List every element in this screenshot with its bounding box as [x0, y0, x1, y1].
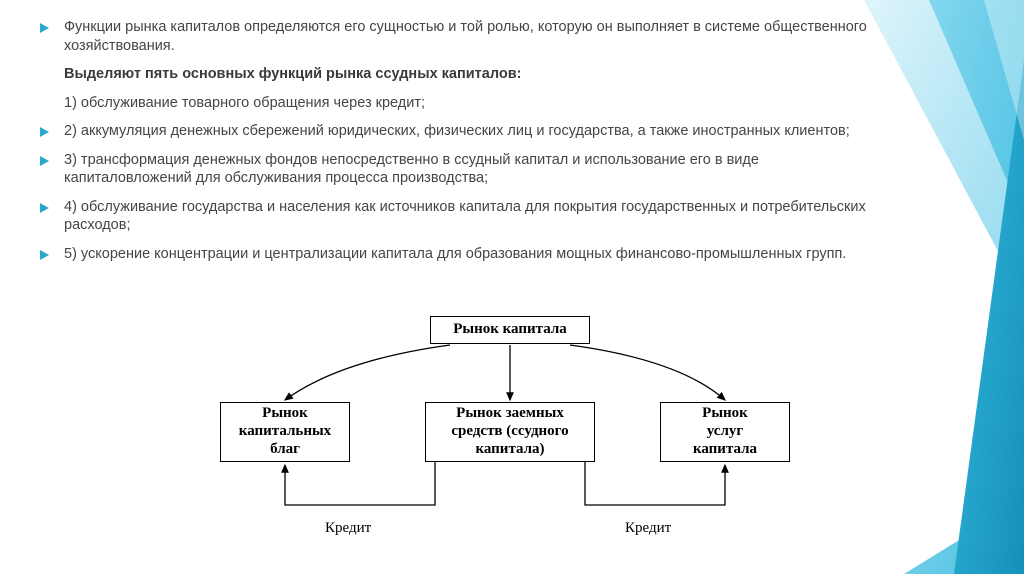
bullet-item: 3) трансформация денежных фондов непосре…: [40, 151, 880, 188]
triangle-bullet-icon: [40, 126, 58, 138]
triangle-bullet-icon: [40, 249, 58, 261]
bullet-text: 4) обслуживание государства и населения …: [64, 198, 880, 235]
bullet-text: 3) трансформация денежных фондов непосре…: [64, 151, 880, 188]
bullet-item: 4) обслуживание государства и населения …: [40, 198, 880, 235]
bullet-text: Выделяют пять основных функций рынка ссу…: [40, 65, 521, 84]
triangle-bullet-icon: [40, 155, 58, 167]
bullet-text: Функции рынка капиталов определяются его…: [64, 18, 880, 55]
diagram-node-top: Рынок капитала: [430, 316, 590, 344]
bullet-item: Выделяют пять основных функций рынка ссу…: [40, 65, 880, 84]
bullet-text: 1) обслуживание товарного обращения чере…: [40, 94, 425, 113]
bullet-item: Функции рынка капиталов определяются его…: [40, 18, 880, 55]
diagram-label-credit-left: Кредит: [325, 520, 371, 537]
diagram-node-right: Рынок услуг капитала: [660, 402, 790, 462]
triangle-bullet-icon: [40, 202, 58, 214]
capital-market-diagram: Рынок капитала Рынок капитальных благ Ры…: [200, 310, 820, 560]
bullet-item: 1) обслуживание товарного обращения чере…: [40, 94, 880, 113]
diagram-node-mid: Рынок заемных средств (ссудного капитала…: [425, 402, 595, 462]
diagram-node-left: Рынок капитальных благ: [220, 402, 350, 462]
diagram-label-credit-right: Кредит: [625, 520, 671, 537]
bullet-text: 5) ускорение концентрации и централизаци…: [64, 245, 846, 264]
bullet-text: 2) аккумуляция денежных сбережений юриди…: [64, 122, 850, 141]
bullet-item: 2) аккумуляция денежных сбережений юриди…: [40, 122, 880, 141]
bullet-item: 5) ускорение концентрации и централизаци…: [40, 245, 880, 264]
text-content: Функции рынка капиталов определяются его…: [40, 18, 880, 273]
triangle-bullet-icon: [40, 22, 58, 34]
